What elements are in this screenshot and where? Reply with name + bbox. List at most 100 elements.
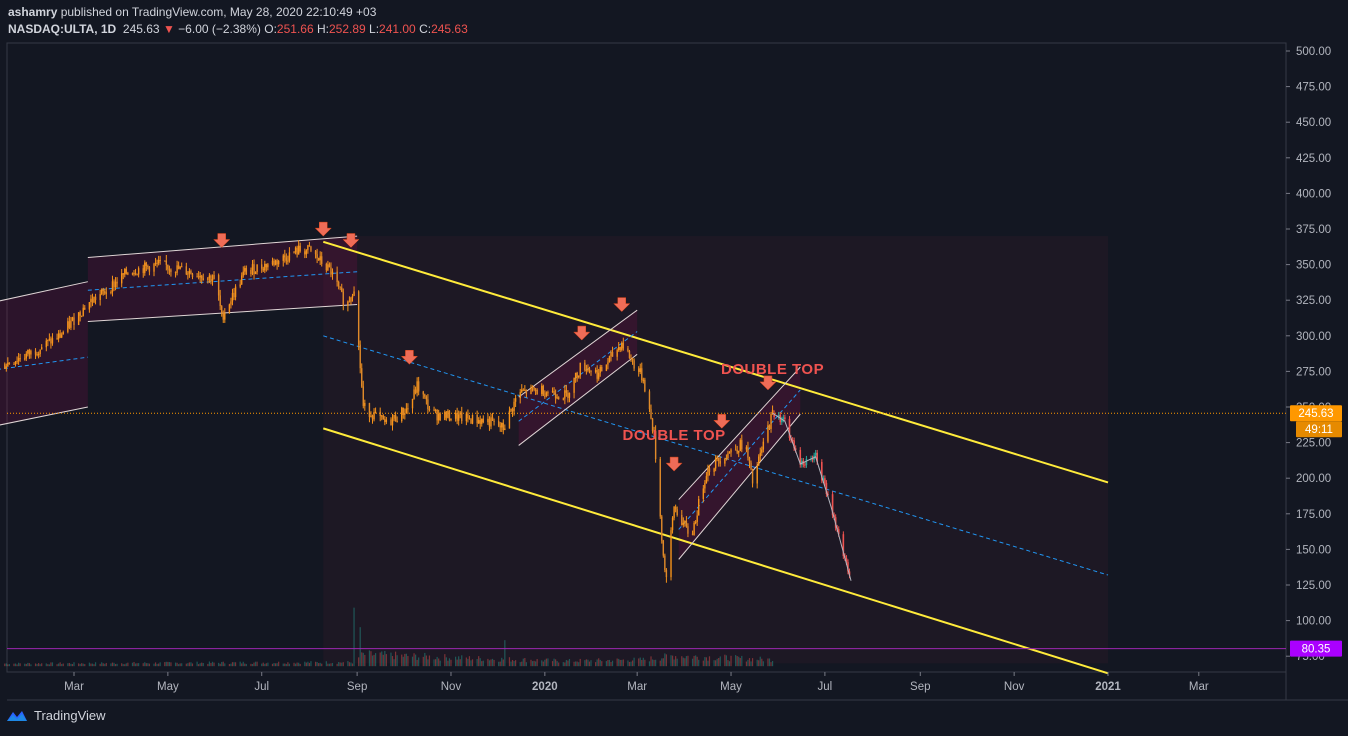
candle-body: [136, 274, 138, 276]
projection-candle: [825, 482, 828, 495]
channel-sub-3-lower: [518, 353, 638, 446]
volume-bar: [168, 662, 170, 667]
candle-body: [642, 379, 645, 381]
candle-body: [542, 385, 545, 396]
volume-bar: [382, 654, 384, 667]
candle-body: [4, 364, 6, 369]
volume-bar: [47, 664, 49, 667]
projection-candle: [788, 418, 791, 438]
candle-body: [585, 370, 588, 372]
volume-bar: [576, 661, 578, 667]
volume-bar: [610, 662, 612, 667]
x-tick-label: Mar: [1189, 681, 1209, 693]
channel-sub-1-lower: [0, 406, 88, 426]
volume-bar: [88, 662, 90, 667]
volume-bar: [573, 661, 575, 667]
candle-body: [250, 269, 252, 275]
candle-body: [30, 350, 32, 355]
volume-bar: [725, 655, 728, 667]
candle-body: [725, 458, 728, 460]
volume-bar: [468, 656, 471, 667]
candle-body: [730, 449, 732, 453]
last-price-tag-label: 245.63: [1298, 408, 1333, 420]
volume-bar: [436, 656, 438, 667]
projection-candle: [805, 458, 808, 466]
candle-body: [25, 353, 28, 359]
down-arrow-icon: [613, 297, 631, 312]
candle-body: [621, 342, 623, 350]
candle-body: [167, 264, 169, 270]
candle-body: [724, 458, 726, 464]
candle-body: [224, 313, 226, 320]
candle-body: [14, 361, 17, 365]
volume-bar: [628, 661, 631, 667]
volume-bar: [174, 662, 177, 667]
candle-body: [8, 362, 11, 364]
x-tick-label: Sep: [347, 681, 367, 693]
candle-body: [337, 281, 340, 287]
volume-bar: [727, 660, 729, 667]
candle-body: [687, 526, 689, 534]
candle-body: [297, 245, 300, 255]
volume-bar: [653, 659, 655, 667]
y-tick-label: 500.00: [1296, 46, 1331, 58]
candle-body: [357, 291, 360, 345]
candle-body: [174, 272, 177, 274]
volume-bar: [179, 663, 181, 667]
volume-bar: [565, 660, 567, 667]
candle-body: [348, 301, 351, 303]
candle-body: [137, 268, 140, 275]
volume-bar: [568, 658, 571, 667]
volume-bar: [735, 655, 737, 667]
candle-body: [704, 483, 706, 489]
volume-bar: [578, 662, 580, 667]
volume-bar: [167, 661, 169, 667]
candle-body: [525, 389, 528, 395]
candle-body: [510, 408, 512, 411]
candle-body: [467, 413, 469, 419]
volume-bar: [224, 663, 226, 667]
candle-body: [307, 245, 309, 251]
candle-body: [154, 262, 157, 264]
candle-body: [213, 275, 215, 279]
candle-body: [7, 362, 9, 367]
candle-body: [454, 413, 457, 419]
candle-body: [353, 291, 355, 296]
candle-body: [156, 262, 158, 264]
symbol-name[interactable]: NASDAQ:ULTA, 1D: [8, 22, 117, 36]
volume-bar: [348, 662, 351, 667]
tradingview-footer[interactable]: TradingView: [6, 708, 106, 723]
candle-body: [674, 506, 677, 510]
channel-sub-4-upper: [678, 366, 801, 500]
volume-bar: [771, 660, 774, 667]
candle-body: [93, 296, 95, 303]
candle-body: [513, 401, 515, 412]
volume-bar: [718, 658, 720, 667]
candle-body: [718, 457, 720, 461]
author-name[interactable]: ashamry: [8, 5, 58, 19]
candle-body: [384, 419, 386, 423]
candle-body: [390, 419, 392, 426]
volume-bar: [671, 655, 674, 667]
candle-body: [308, 245, 311, 247]
volume-bar: [445, 657, 447, 667]
candle-body: [414, 389, 417, 393]
candle-body: [450, 418, 452, 421]
projection-candle: [827, 494, 829, 496]
candle-body: [444, 411, 446, 421]
candle-body: [407, 408, 409, 410]
candle-body: [445, 411, 448, 418]
volume-bar: [321, 663, 323, 667]
volume-bar: [670, 655, 672, 667]
candle-body: [368, 402, 371, 417]
projection-candle: [791, 440, 794, 442]
volume-bar: [404, 653, 406, 667]
candle-body: [491, 417, 494, 421]
volume-bar: [567, 660, 569, 667]
volume-bar: [234, 662, 237, 667]
volume-bar: [353, 607, 355, 667]
candle-body: [5, 366, 7, 369]
y-tick-label: 100.00: [1296, 616, 1331, 628]
candle-body: [698, 499, 700, 516]
